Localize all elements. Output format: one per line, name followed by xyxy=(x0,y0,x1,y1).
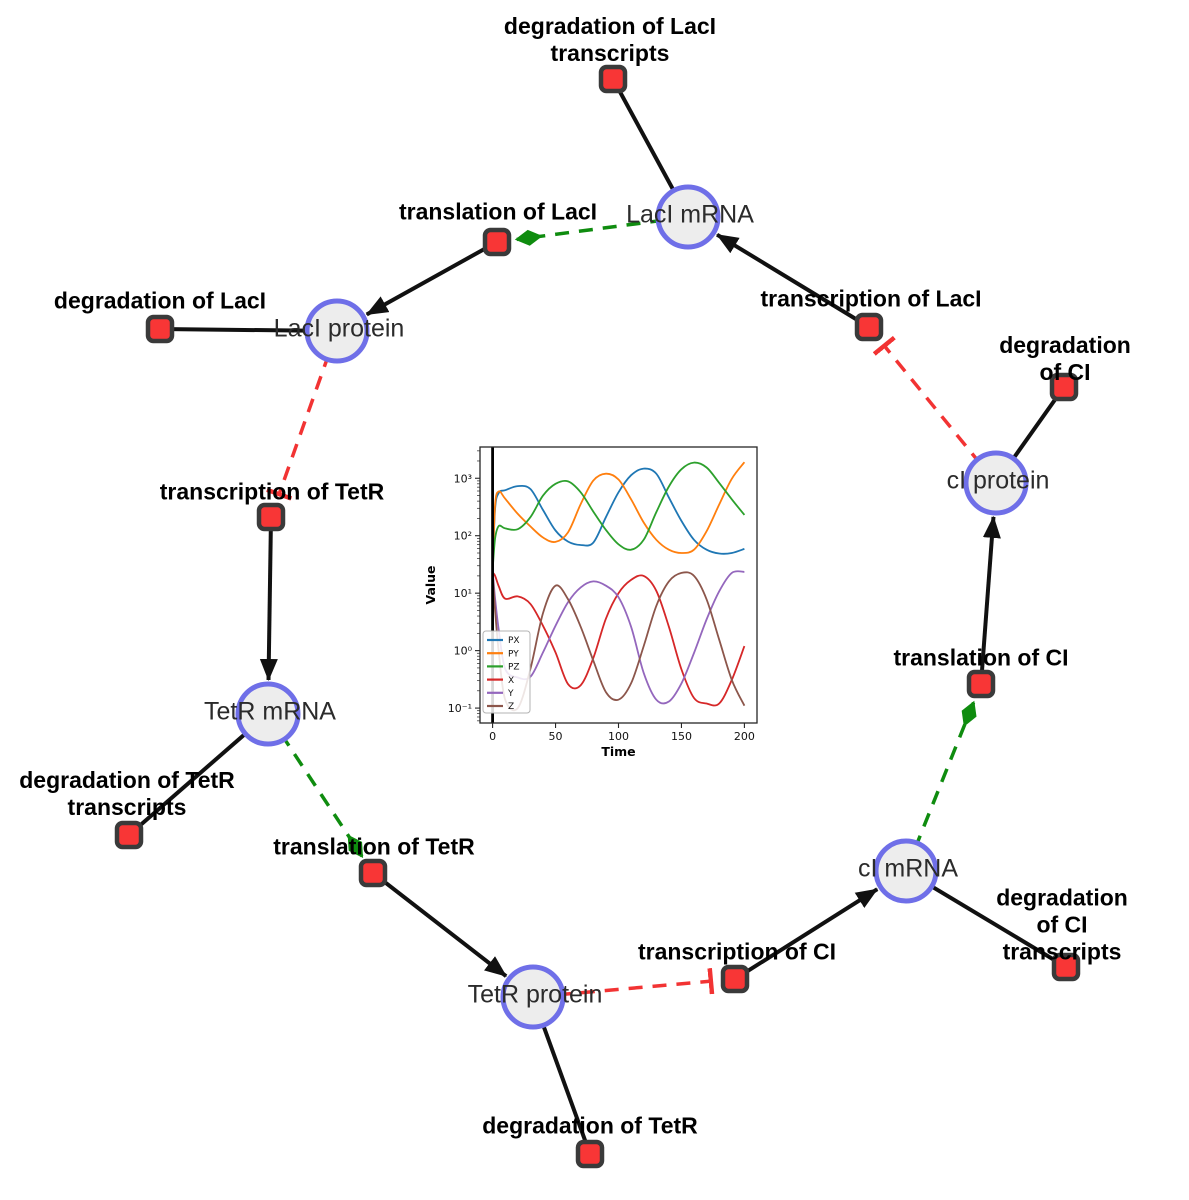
x-tick-label: 150 xyxy=(671,730,692,743)
reaction-node-transcription-of-tetr[interactable] xyxy=(256,502,286,532)
nodes-layer xyxy=(114,64,1081,1169)
y-tick-label: 10⁻¹ xyxy=(448,702,472,715)
y-axis-label: Value xyxy=(425,565,438,604)
reaction-node-degradation-of-tetr[interactable] xyxy=(575,1139,605,1169)
y-tick-label: 10² xyxy=(454,530,472,543)
y-tick-label: 10⁰ xyxy=(454,645,473,658)
series-line-PX xyxy=(491,467,745,571)
edge-production-translation-of-tetr-to-tetr-protein xyxy=(371,871,508,978)
species-node-laci-protein[interactable] xyxy=(304,298,370,364)
reaction-node-degradation-of-laci-transcripts[interactable] xyxy=(598,64,628,94)
y-tick-label: 10¹ xyxy=(454,587,472,600)
edge-production-transcription-of-ci-to-ci-mrna xyxy=(733,887,879,981)
reaction-node-degradation-of-tetr-transcripts[interactable] xyxy=(114,820,144,850)
edge-production-translation-of-ci-to-ci-protein xyxy=(979,515,1001,685)
edge-production-translation-of-laci-to-laci-protein xyxy=(365,240,498,317)
x-tick-label: 0 xyxy=(489,730,496,743)
x-tick-label: 100 xyxy=(608,730,629,743)
series-line-PY xyxy=(491,461,746,571)
legend-entry-PX: PX xyxy=(508,636,520,646)
y-tick-label: 10³ xyxy=(454,472,472,485)
species-node-tetr-protein[interactable] xyxy=(500,964,566,1030)
legend-entry-PZ: PZ xyxy=(508,663,520,673)
reaction-node-translation-of-ci[interactable] xyxy=(966,669,996,699)
reaction-node-transcription-of-laci[interactable] xyxy=(854,312,884,342)
reaction-node-degradation-of-ci-transcripts[interactable] xyxy=(1051,952,1081,982)
edge-production-transcription-of-laci-to-laci-mrna xyxy=(716,232,871,329)
reaction-node-degradation-of-laci[interactable] xyxy=(145,314,175,344)
reaction-node-translation-of-tetr[interactable] xyxy=(358,858,388,888)
edge-production-transcription-of-tetr-to-tetr-mrna xyxy=(259,516,278,682)
species-node-tetr-mrna[interactable] xyxy=(235,681,301,747)
series-line-PZ xyxy=(491,461,746,571)
reaction-node-translation-of-laci[interactable] xyxy=(482,227,512,257)
reaction-node-degradation-of-ci[interactable] xyxy=(1049,372,1079,402)
legend-entry-Y: Y xyxy=(507,689,514,699)
chart-legend: PX PY PZ XYZ xyxy=(482,630,531,714)
legend-entry-PY: PY xyxy=(508,649,519,659)
reaction-node-transcription-of-ci[interactable] xyxy=(720,964,750,994)
legend-entry-Z: Z xyxy=(508,702,514,712)
x-axis-label: Time xyxy=(601,744,635,759)
species-node-ci-mrna[interactable] xyxy=(873,838,939,904)
species-node-ci-protein[interactable] xyxy=(963,450,1029,516)
x-tick-label: 200 xyxy=(734,730,755,743)
axes-ticks: 10⁻¹ 10⁰ 10¹ 10² 10³ 0 50 100 150 200 xyxy=(448,450,755,743)
x-tick-label: 50 xyxy=(549,730,563,743)
species-node-laci-mrna[interactable] xyxy=(655,184,721,250)
series-line-X xyxy=(491,571,746,707)
legend-entry-X: X xyxy=(508,676,514,686)
